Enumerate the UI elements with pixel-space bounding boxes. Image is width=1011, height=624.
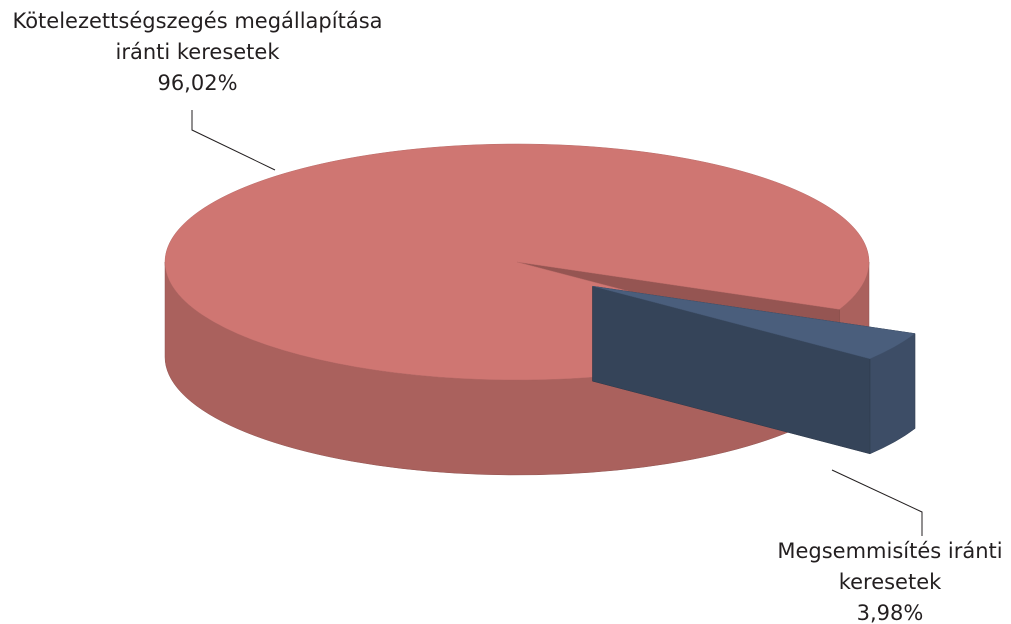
leader-line — [191, 110, 276, 171]
slice-top — [592, 285, 916, 360]
value-label: 96,02% — [157, 71, 238, 95]
leader-line — [831, 469, 923, 536]
value-label: 3,98% — [856, 601, 924, 624]
category-label: Megsemmisítés iránti keresetek — [777, 539, 1003, 594]
slices — [164, 143, 916, 476]
slice-label: Kötelezettségszegés megállapítása iránti… — [5, 6, 390, 99]
slice-label: Megsemmisítés iránti keresetek 3,98% — [770, 536, 1010, 624]
category-label: Kötelezettségszegés megállapítása iránti… — [12, 9, 383, 64]
